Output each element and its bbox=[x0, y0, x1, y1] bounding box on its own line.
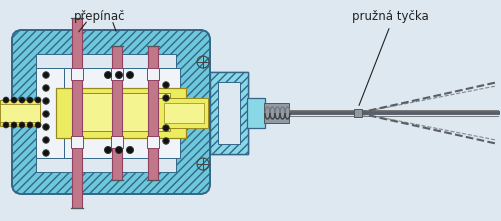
Bar bbox=[72, 18, 82, 208]
Bar bbox=[56, 88, 186, 138]
Circle shape bbox=[104, 72, 111, 78]
Bar bbox=[264, 103, 289, 123]
Bar bbox=[353, 109, 361, 117]
Bar bbox=[111, 136, 123, 148]
Bar bbox=[75, 93, 170, 131]
Circle shape bbox=[3, 122, 9, 128]
Bar bbox=[147, 68, 159, 80]
Circle shape bbox=[43, 150, 49, 156]
Bar bbox=[64, 68, 152, 90]
Circle shape bbox=[43, 72, 49, 78]
Bar bbox=[71, 68, 83, 80]
Text: pružná tyčka: pružná tyčka bbox=[351, 10, 427, 23]
FancyBboxPatch shape bbox=[12, 30, 209, 194]
Circle shape bbox=[162, 138, 169, 144]
Circle shape bbox=[162, 95, 169, 101]
Bar bbox=[36, 54, 176, 172]
Circle shape bbox=[43, 124, 49, 130]
Circle shape bbox=[162, 82, 169, 88]
Bar bbox=[112, 46, 122, 180]
Circle shape bbox=[35, 122, 41, 128]
Bar bbox=[64, 136, 152, 158]
Circle shape bbox=[19, 97, 25, 103]
Bar bbox=[147, 136, 159, 148]
Circle shape bbox=[3, 97, 9, 103]
Bar bbox=[0, 100, 40, 126]
Circle shape bbox=[43, 98, 49, 104]
Circle shape bbox=[104, 147, 111, 154]
Circle shape bbox=[115, 147, 122, 154]
Bar bbox=[156, 98, 207, 128]
Bar bbox=[36, 68, 64, 158]
Circle shape bbox=[11, 122, 17, 128]
Bar bbox=[71, 136, 83, 148]
Bar bbox=[209, 72, 247, 154]
Circle shape bbox=[126, 72, 133, 78]
Circle shape bbox=[27, 97, 33, 103]
Bar bbox=[217, 82, 239, 144]
Bar bbox=[209, 72, 247, 154]
Bar bbox=[152, 68, 180, 158]
Circle shape bbox=[19, 122, 25, 128]
Circle shape bbox=[27, 122, 33, 128]
Circle shape bbox=[162, 125, 169, 131]
Bar bbox=[164, 103, 203, 123]
Circle shape bbox=[35, 97, 41, 103]
Bar bbox=[148, 46, 158, 180]
Circle shape bbox=[11, 97, 17, 103]
Bar bbox=[111, 68, 123, 80]
Text: přepínač: přepínač bbox=[74, 10, 125, 23]
Circle shape bbox=[126, 147, 133, 154]
Bar bbox=[0, 104, 40, 122]
Circle shape bbox=[43, 111, 49, 117]
Circle shape bbox=[115, 72, 122, 78]
Circle shape bbox=[43, 137, 49, 143]
Bar bbox=[246, 98, 265, 128]
Circle shape bbox=[43, 85, 49, 91]
